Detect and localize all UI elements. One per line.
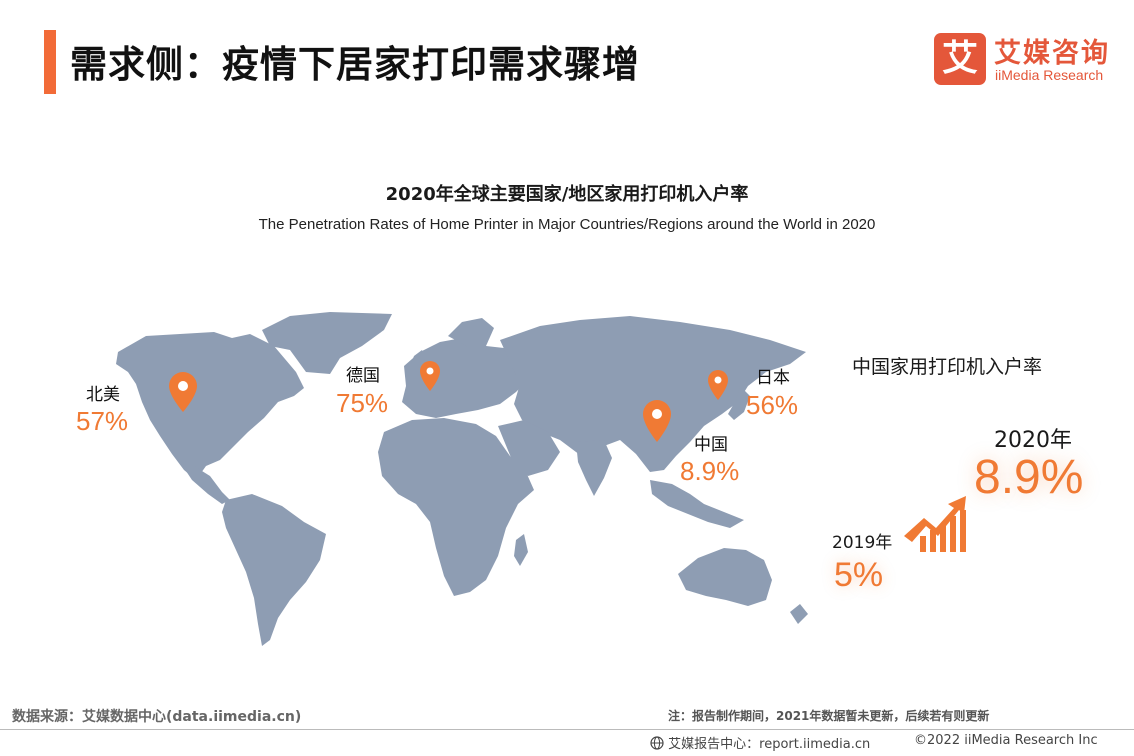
region-label-japan: 日本 <box>756 368 790 388</box>
page-title: 需求侧：疫情下居家打印需求骤增 <box>70 43 640 86</box>
map-greenland <box>262 312 392 374</box>
copyright: ©2022 iiMedia Research Inc <box>914 733 1098 748</box>
map-new-zealand <box>790 604 808 624</box>
china-value-2020: 8.9% <box>974 451 1084 504</box>
logo-name-en: iiMedia Research <box>995 67 1104 83</box>
map-central-america <box>176 456 230 504</box>
map-india <box>576 440 612 496</box>
footer-divider <box>0 729 1134 730</box>
map-south-america <box>222 494 326 646</box>
map-pin-icon <box>708 370 728 400</box>
report-center-text: 艾媒报告中心：report.iimedia.cn <box>668 737 871 752</box>
map-japan <box>728 386 750 420</box>
region-label-china: 中国 <box>694 435 728 455</box>
growth-chart-icon <box>904 496 966 552</box>
chart-title-en: The Penetration Rates of Home Printer in… <box>258 216 876 233</box>
map-pin-icon <box>420 361 440 391</box>
china-year-2020: 2020年 <box>994 428 1072 453</box>
map-north-america <box>116 332 304 480</box>
map-se-asia <box>650 480 744 528</box>
logo-mark: 艾 <box>934 33 986 85</box>
map-africa <box>378 418 534 596</box>
region-label-germany: 德国 <box>346 366 380 386</box>
china-value-2019: 5% <box>834 556 884 594</box>
footnote: 注：报告制作期间，2021年数据暂未更新，后续若有则更新 <box>668 709 990 723</box>
globe-icon <box>650 736 664 750</box>
map-australia <box>678 548 772 606</box>
chart-title-cn: 2020年全球主要国家/地区家用打印机入户率 <box>385 184 749 205</box>
china-year-2019: 2019年 <box>832 533 893 553</box>
region-value-japan: 56% <box>746 390 799 420</box>
brand-logo: 艾 艾媒咨询 iiMedia Research <box>934 33 1114 89</box>
map-pin-icon <box>643 400 671 442</box>
map-europe <box>402 338 530 418</box>
title-accent-bar <box>44 30 56 94</box>
map-pin-icon <box>169 372 197 412</box>
map-madagascar <box>514 534 528 566</box>
region-value-germany: 75% <box>336 388 389 418</box>
data-source: 数据来源：艾媒数据中心(data.iimedia.cn) <box>12 709 302 725</box>
china-panel-title: 中国家用打印机入户率 <box>852 356 1043 378</box>
map-arabia <box>498 420 560 476</box>
region-label-north-america: 北美 <box>86 385 120 405</box>
report-center: 艾媒报告中心：report.iimedia.cn <box>650 733 870 752</box>
map-scandinavia <box>448 318 494 348</box>
region-value-north-america: 57% <box>76 406 129 436</box>
logo-name-cn: 艾媒咨询 <box>994 38 1110 69</box>
map-asia <box>500 316 806 472</box>
region-value-china: 8.9% <box>680 456 740 486</box>
